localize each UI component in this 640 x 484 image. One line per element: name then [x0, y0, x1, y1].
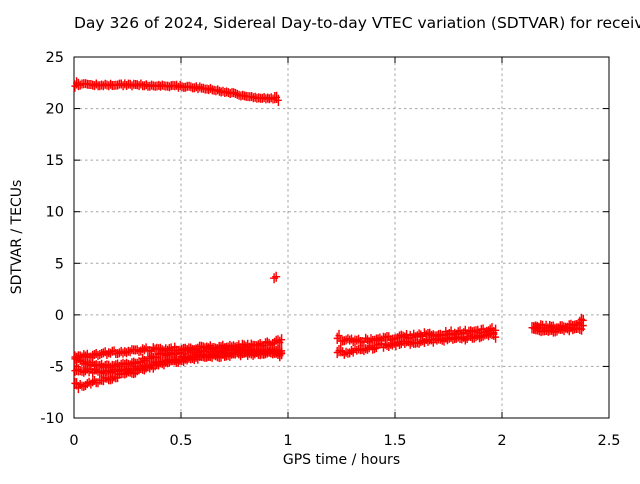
- y-tick-label: 5: [55, 256, 64, 272]
- x-tick-label: 0: [69, 433, 78, 449]
- data-series-arc-mid-b: [333, 327, 500, 359]
- x-axis-label: GPS time / hours: [282, 452, 401, 468]
- x-tick-label: 2.5: [597, 433, 620, 449]
- chart-title: Day 326 of 2024, Sidereal Day-to-day VTE…: [74, 14, 640, 32]
- isolated-outlier-point: [270, 271, 281, 284]
- x-tick-label: 2: [497, 433, 506, 449]
- y-tick-label: -10: [40, 411, 64, 427]
- y-tick-label: -5: [50, 359, 64, 375]
- y-tick-label: 20: [46, 102, 64, 118]
- axis-ticks: [73, 56, 610, 419]
- y-tick-label: 0: [55, 308, 64, 324]
- y-tick-label: 15: [46, 153, 64, 169]
- data-series-arc-right-b: [530, 320, 587, 337]
- x-tick-label: 1: [283, 433, 292, 449]
- grid-lines: [74, 57, 609, 418]
- data-series-arc-high-22tecu: [71, 77, 282, 106]
- y-axis-label: SDTVAR / TECUs: [9, 179, 25, 295]
- y-tick-label: 25: [46, 50, 64, 66]
- y-tick-label: 10: [46, 205, 64, 221]
- x-tick-label: 1.5: [383, 433, 406, 449]
- data-series-arc-low-d: [71, 344, 286, 394]
- x-tick-label: 0.5: [169, 433, 192, 449]
- plot-border: [73, 56, 610, 419]
